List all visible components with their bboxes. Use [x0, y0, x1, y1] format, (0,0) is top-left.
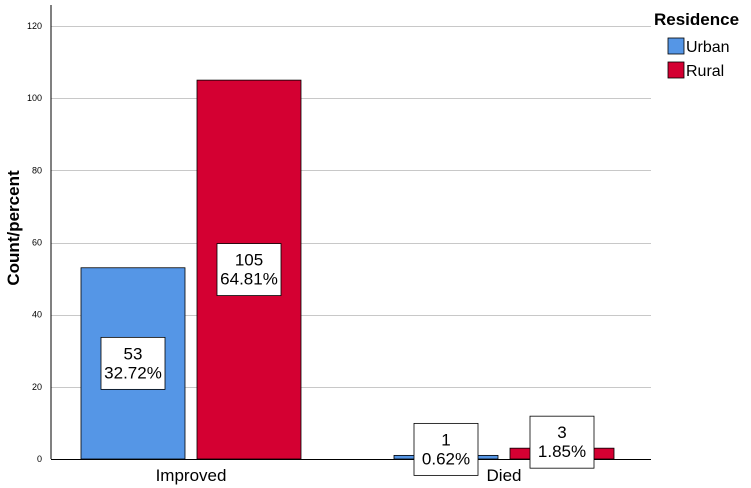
y-tick-label: 20 [32, 382, 42, 392]
bars [80, 79, 615, 460]
data-label-count: 105 [235, 251, 263, 270]
data-label-count: 3 [557, 423, 566, 442]
legend-swatch-urban [667, 37, 685, 55]
data-label-percent: 1.85% [538, 442, 586, 461]
y-tick-labels: 0 20 40 60 80 100 120 [27, 21, 42, 464]
y-tick-label: 120 [27, 21, 42, 31]
y-tick-label: 40 [32, 310, 42, 320]
y-tick-label: 100 [27, 93, 42, 103]
y-axis-label: Count/percent [4, 170, 23, 286]
legend-swatch-rural [667, 61, 685, 79]
legend-label-urban: Urban [686, 39, 730, 56]
y-tick-label: 0 [37, 454, 42, 464]
data-label-count: 1 [441, 430, 450, 449]
data-label-box [413, 422, 479, 476]
legend-label-rural: Rural [686, 63, 724, 80]
data-label-count: 53 [124, 344, 143, 363]
data-label-percent: 64.81% [220, 270, 278, 289]
category-label-improved: Improved [156, 466, 227, 485]
data-label: 31.85% [529, 415, 595, 469]
data-label-box [216, 243, 282, 296]
category-labels: Improved Died [156, 466, 522, 485]
data-label-percent: 0.62% [422, 449, 470, 468]
y-tick-label: 60 [32, 238, 42, 248]
data-label-box [100, 336, 166, 390]
y-tick-label: 80 [32, 165, 42, 175]
legend: Residence Urban Rural [654, 10, 739, 80]
category-label-died: Died [487, 466, 522, 485]
data-label-percent: 32.72% [104, 363, 162, 382]
data-label-box [529, 415, 595, 469]
data-label: 10.62% [413, 422, 479, 476]
legend-title: Residence [654, 10, 739, 29]
